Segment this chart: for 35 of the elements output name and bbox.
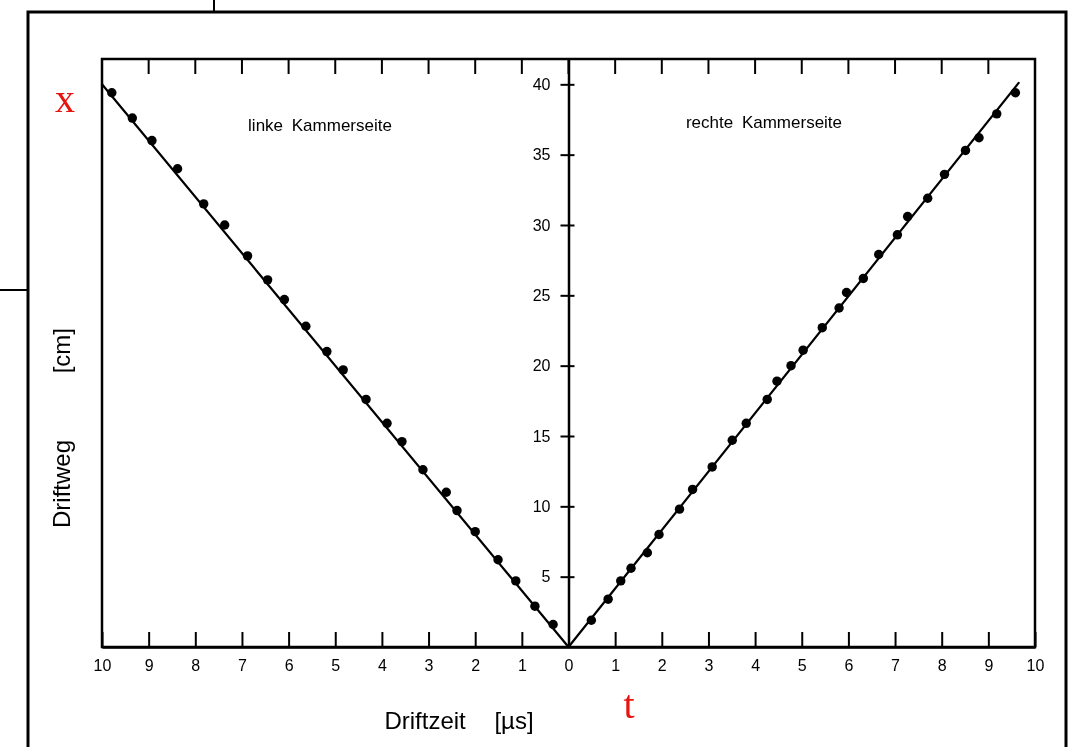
y-tick-label: 30 (532, 216, 551, 234)
x-tick-label: 7 (238, 657, 247, 675)
x-tick-label: 5 (797, 657, 807, 675)
annotation: rechte Kammerseite (685, 113, 843, 132)
x-tick-label: 6 (284, 657, 294, 675)
y-tick-label: 25 (532, 286, 551, 304)
y-tick-label: 5 (541, 568, 551, 586)
x-tick-label: 10 (93, 657, 112, 675)
y-tick-label: 35 (532, 146, 551, 164)
x-tick-label: 1 (611, 657, 621, 675)
x-tick-label: 3 (424, 657, 434, 675)
x-tick-label: 1 (517, 657, 527, 675)
text: x (55, 76, 75, 121)
x-axis-title: Driftzeit [µs] (384, 707, 534, 734)
x-tick-label: 4 (377, 657, 387, 675)
y-axis-title: Driftweg [cm] (48, 327, 75, 529)
x-tick-label: 9 (984, 657, 994, 675)
x-tick-label: 7 (891, 657, 901, 675)
x-tick-label: 3 (704, 657, 714, 675)
x-tick-label: 2 (471, 657, 481, 675)
annotation: linke Kammerseite (248, 116, 392, 135)
x-tick-label: 8 (191, 657, 201, 675)
y-tick-label: 10 (532, 497, 551, 515)
x-tick-label: 6 (844, 657, 854, 675)
x-tick-label: 5 (331, 657, 341, 675)
x-tick-label: 2 (657, 657, 667, 675)
text: t (623, 682, 635, 727)
y-tick-label: 15 (532, 427, 551, 445)
x-tick-label: 0 (564, 657, 574, 675)
x-tick-label: 9 (144, 657, 154, 675)
x-tick-label: 8 (937, 657, 947, 675)
y-tick-label: 40 (532, 75, 551, 93)
x-tick-label: 4 (751, 657, 761, 675)
x-tick-label: 10 (1026, 657, 1045, 675)
y-tick-label: 20 (532, 357, 551, 375)
